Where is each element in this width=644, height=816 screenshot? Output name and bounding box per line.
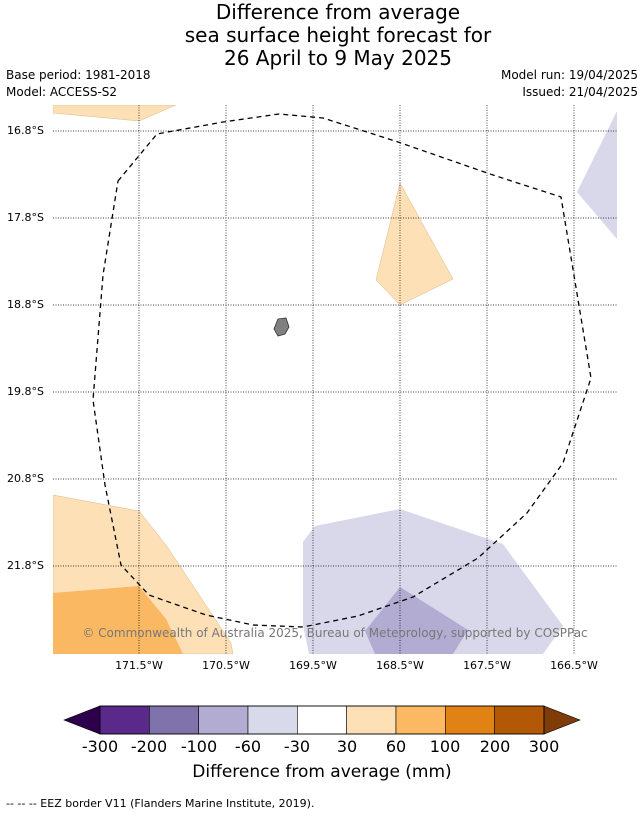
colorbar-tick-label: 300 [528, 737, 560, 756]
colorbar-cell [346, 705, 397, 735]
colorbar-outline [99, 705, 545, 735]
anomaly-patch-bottom-light-purple [303, 509, 563, 654]
anomaly-patch-bottom-left-mid [53, 586, 183, 654]
model-run: Model run: 19/04/2025 [500, 68, 638, 82]
colorbar-cells [99, 705, 545, 735]
colorbar-tick-label: -100 [180, 737, 218, 756]
colorbar-tick-label: 100 [429, 737, 461, 756]
colorbar-under-arrow [63, 705, 101, 735]
colorbar-cell [297, 705, 347, 735]
meta-right: Model run: 19/04/2025 Issued: 21/04/2025 [501, 67, 638, 101]
lon-label: 167.5°W [463, 659, 511, 672]
anomaly-patch-bottom-mid-purple [365, 587, 468, 654]
copyright-notice: © Commonwealth of Australia 2025, Bureau… [82, 626, 588, 640]
base-period: Base period: 1981-2018 [6, 68, 151, 82]
meta-left: Base period: 1981-2018 Model: ACCESS-S2 [6, 67, 151, 101]
lat-label: 16.8°S [7, 124, 44, 137]
colorbar-tick-label: -300 [81, 737, 119, 756]
title-line-1: Difference from average [215, 0, 461, 24]
colorbar-cell [494, 705, 545, 735]
colorbar-cell [445, 705, 495, 735]
island-land [273, 317, 290, 337]
lon-label: 168.5°W [376, 659, 424, 672]
lon-label: 166.5°W [550, 659, 598, 672]
lon-label: 171.5°W [115, 659, 163, 672]
lat-label: 17.8°S [7, 211, 44, 224]
colorbar-cell [247, 705, 298, 735]
lat-label: 18.8°S [7, 298, 44, 311]
eez-footnote: -- -- -- EEZ border V11 (Flanders Marine… [6, 797, 315, 810]
model-name: Model: ACCESS-S2 [6, 85, 118, 99]
map-title: Difference from average sea surface heig… [0, 1, 644, 70]
lon-label: 169.5°W [289, 659, 337, 672]
lon-label: 170.5°W [202, 659, 250, 672]
colorbar-tick-label: 30 [336, 737, 358, 756]
colorbar-cell [395, 705, 446, 735]
eez-border [92, 113, 592, 628]
colorbar-tick-label: 200 [479, 737, 511, 756]
colorbar-cell [198, 705, 249, 735]
colorbar-tick-label: 60 [385, 737, 407, 756]
lat-label: 20.8°S [7, 472, 44, 485]
colorbar-tick-label: -200 [130, 737, 168, 756]
colorbar-cell [99, 705, 150, 735]
issued-date: Issued: 21/04/2025 [522, 85, 638, 99]
anomaly-patch-top-right [577, 111, 617, 239]
lat-label: 19.8°S [7, 385, 44, 398]
colorbar-over-arrow [543, 705, 581, 735]
colorbar-tick-label: -30 [283, 737, 311, 756]
title-line-3: 26 April to 9 May 2025 [224, 46, 452, 70]
colorbar [63, 705, 581, 735]
lat-label: 21.8°S [7, 559, 44, 572]
colorbar-label: Difference from average (mm) [192, 762, 452, 782]
map-panel [53, 105, 617, 654]
colorbar-tick-label: -60 [234, 737, 262, 756]
colorbar-cell [149, 705, 199, 735]
map-gridlines [53, 105, 617, 654]
title-line-2: sea surface height forecast for [184, 23, 492, 47]
